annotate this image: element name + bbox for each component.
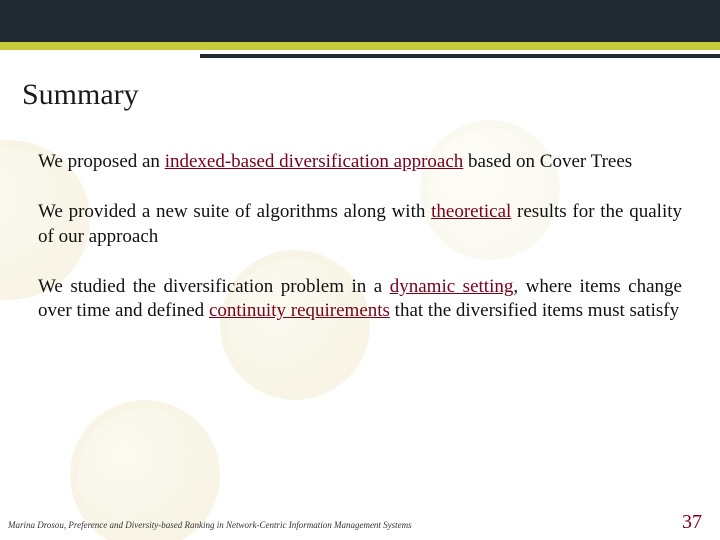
accent-line — [0, 42, 720, 50]
paragraph: We provided a new suite of algorithms al… — [38, 200, 682, 249]
body-text: based on Cover Trees — [463, 151, 632, 172]
accent-line-secondary — [200, 54, 720, 58]
paragraph: We proposed an indexed-based diversifica… — [38, 150, 682, 174]
slide: Summary We proposed an indexed-based div… — [0, 0, 720, 540]
slide-body: We proposed an indexed-based diversifica… — [38, 150, 682, 350]
footer-citation: Marina Drosou, Preference and Diversity-… — [8, 520, 412, 530]
slide-title: Summary — [22, 78, 139, 112]
watermark-circle — [70, 400, 220, 540]
highlighted-text: continuity requirements — [209, 300, 390, 321]
top-bar — [0, 0, 720, 42]
paragraph: We studied the diversification problem i… — [38, 275, 682, 324]
highlighted-text: indexed-based diversification approach — [165, 151, 464, 172]
body-text: We studied the diversification problem i… — [38, 276, 390, 297]
body-text: that the diversified items must satisfy — [390, 300, 679, 321]
body-text: We provided a new suite of algorithms al… — [38, 201, 431, 222]
highlighted-text: dynamic setting — [390, 276, 514, 297]
body-text: We proposed an — [38, 151, 165, 172]
highlighted-text: theoretical — [431, 201, 511, 222]
page-number: 37 — [682, 511, 702, 534]
